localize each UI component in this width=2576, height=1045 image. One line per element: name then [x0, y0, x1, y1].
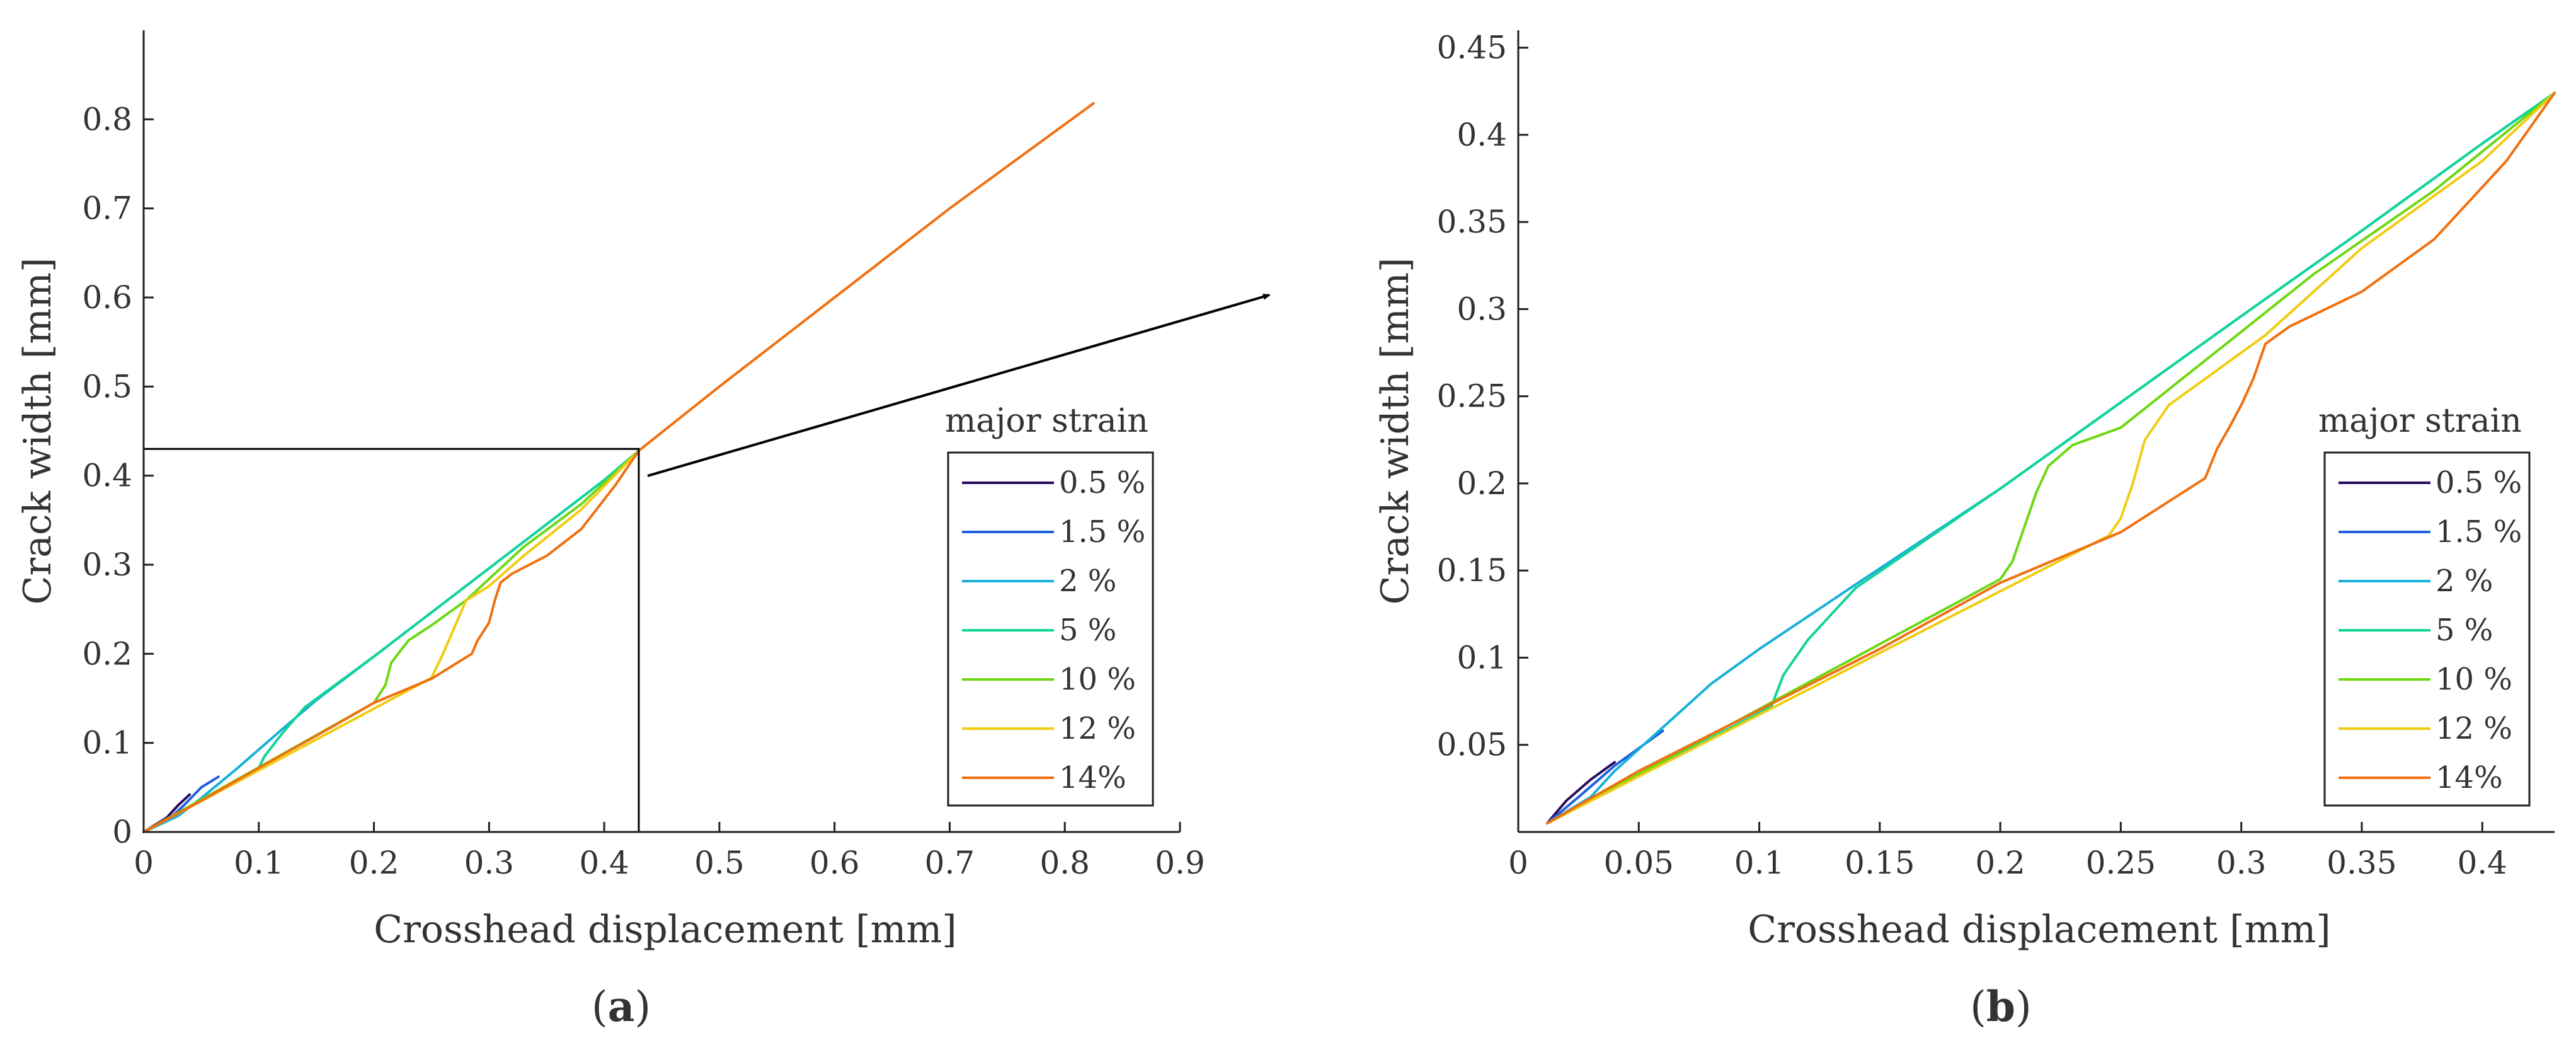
x-tick-label-a-7: 0.7: [925, 845, 975, 881]
legend-label-b-2: 2 %: [2436, 563, 2493, 599]
series-line-b-3: [1545, 91, 2556, 825]
legend-label-a-6: 14%: [1059, 760, 1126, 795]
x-axis-label-a: Crosshead displacement [mm]: [374, 908, 956, 952]
series-line-b-0: [1545, 761, 1616, 825]
x-tick-label-a-4: 0.4: [579, 845, 629, 881]
ticks-group-a: 0 0.1 0.2 0.3 0.4 0.5 0.6 0.7 0.8 0.9 0 0.1 0.2 0.3 0.…: [82, 101, 1205, 881]
x-tick-label-a-8: 0.8: [1039, 845, 1090, 881]
series-line-a-3: [142, 449, 640, 833]
y-tick-label-a-2: 0.2: [82, 635, 132, 672]
series-line-b-6: [1545, 91, 2556, 825]
legend-label-b-3: 5 %: [2436, 613, 2493, 648]
legend-label-a-2: 2 %: [1059, 563, 1116, 599]
legend-items-a: 0.5 % 1.5 % 2 % 5 % 10 % 12 % 14%: [962, 465, 1145, 795]
y-tick-label-b-0: 0.05: [1437, 727, 1507, 763]
legend-label-a-3: 5 %: [1059, 613, 1116, 648]
zoom-arrow: [647, 293, 1271, 477]
panel-a: 0 0.1 0.2 0.3 0.4 0.5 0.6 0.7 0.8 0.9 0 0.1 0.2 0.3 0.…: [16, 30, 1271, 1031]
y-tick-label-b-4: 0.25: [1437, 378, 1507, 415]
series-line-a-5: [142, 449, 640, 833]
y-tick-label-b-8: 0.45: [1437, 30, 1507, 66]
series-group-a: [142, 101, 1095, 833]
y-tick-label-b-3: 0.2: [1457, 465, 1507, 502]
x-tick-label-b-2: 0.1: [1734, 845, 1785, 881]
legend-label-b-0: 0.5 %: [2436, 465, 2522, 500]
y-tick-label-a-1: 0.1: [82, 725, 132, 761]
y-tick-label-a-0: 0: [112, 814, 132, 850]
x-axis-label-b: Crosshead displacement [mm]: [1748, 908, 2330, 952]
y-tick-label-b-5: 0.3: [1457, 291, 1507, 327]
legend-label-b-5: 12 %: [2436, 711, 2512, 746]
legend-label-b-4: 10 %: [2436, 662, 2512, 697]
x-tick-label-b-6: 0.3: [2216, 845, 2267, 881]
legend-b: major strain 0.5 % 1.5 % 2 % 5 % 10 % 12 % 14%: [2318, 402, 2531, 807]
y-axis-label-a: Crack width [mm]: [16, 258, 60, 605]
y-tick-label-a-4: 0.4: [82, 458, 132, 494]
y-tick-label-a-7: 0.7: [82, 190, 132, 227]
x-tick-label-b-1: 0.05: [1604, 845, 1674, 881]
legend-label-a-5: 12 %: [1059, 711, 1136, 746]
series-line-b-5: [1545, 91, 2556, 825]
legend-label-a-1: 1.5 %: [1059, 514, 1145, 550]
series-line-a-4: [142, 449, 640, 833]
x-tick-label-a-1: 0.1: [234, 845, 284, 881]
legend-title-a: major strain: [945, 402, 1148, 440]
legend-label-a-0: 0.5 %: [1059, 465, 1145, 500]
ticks-group-b: 0 0.05 0.1 0.15 0.2 0.25 0.3 0.35 0.4 0.05 0.1 0.15…: [1437, 30, 2507, 881]
x-tick-label-b-7: 0.35: [2327, 845, 2396, 881]
x-tick-label-a-5: 0.5: [694, 845, 745, 881]
y-tick-label-a-8: 0.8: [82, 101, 132, 137]
y-axis-label-b: Crack width [mm]: [1373, 258, 1417, 605]
x-tick-label-b-8: 0.4: [2457, 845, 2507, 881]
x-tick-label-b-5: 0.25: [2086, 845, 2156, 881]
legend-items-b: 0.5 % 1.5 % 2 % 5 % 10 % 12 % 14%: [2338, 465, 2522, 795]
y-tick-label-a-6: 0.6: [82, 279, 132, 316]
legend-label-a-4: 10 %: [1059, 662, 1136, 697]
y-tick-label-b-1: 0.1: [1457, 639, 1507, 676]
legend-label-b-1: 1.5 %: [2436, 514, 2522, 550]
panel-label-a: (a): [592, 982, 651, 1031]
series-line-b-4: [1545, 91, 2556, 825]
x-tick-label-a-2: 0.2: [349, 845, 399, 881]
y-tick-label-b-6: 0.35: [1437, 204, 1507, 240]
x-tick-label-b-4: 0.2: [1975, 845, 2025, 881]
x-tick-label-a-6: 0.6: [810, 845, 860, 881]
legend-title-b: major strain: [2318, 402, 2522, 440]
x-tick-label-a-0: 0: [134, 845, 154, 881]
panel-label-b: (b): [1970, 982, 2032, 1031]
series-group-b: [1545, 91, 2556, 825]
panel-b: 0 0.05 0.1 0.15 0.2 0.25 0.3 0.35 0.4 0.05 0.1 0.15…: [1373, 30, 2556, 1031]
legend-a: major strain 0.5 % 1.5 % 2 % 5 % 10 % 12 % 14%: [945, 402, 1154, 807]
y-tick-label-b-7: 0.4: [1457, 117, 1507, 153]
y-tick-label-b-2: 0.15: [1437, 552, 1507, 589]
legend-label-b-6: 14%: [2436, 760, 2503, 795]
y-tick-label-a-3: 0.3: [82, 546, 132, 583]
x-tick-label-a-9: 0.9: [1155, 845, 1205, 881]
x-tick-label-a-3: 0.3: [464, 845, 515, 881]
x-tick-label-b-0: 0: [1508, 845, 1528, 881]
series-line-a-6: [142, 101, 1095, 833]
y-tick-label-a-5: 0.5: [82, 368, 132, 405]
x-tick-label-b-3: 0.15: [1845, 845, 1915, 881]
